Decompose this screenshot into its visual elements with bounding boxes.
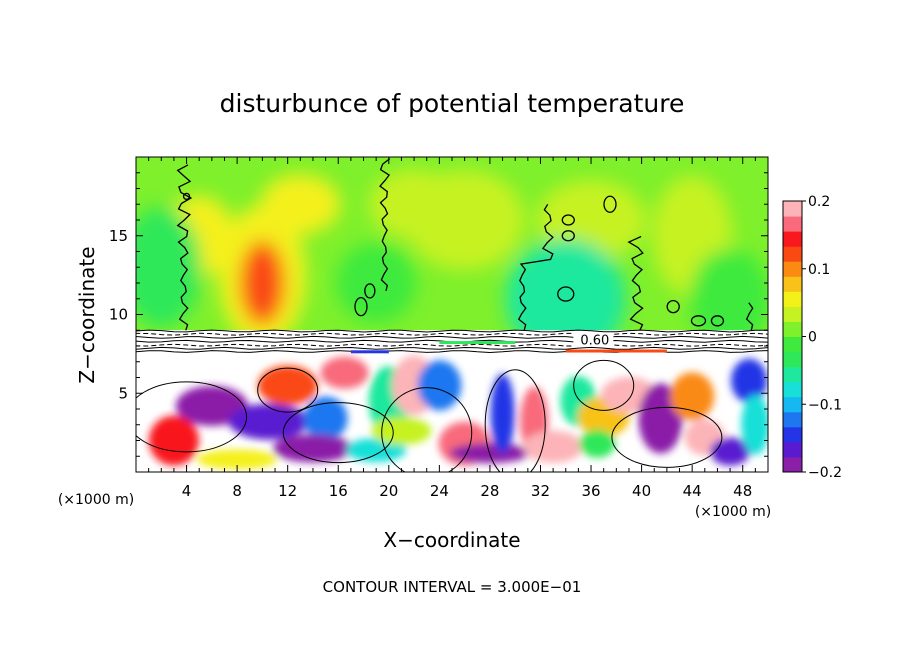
colorbar-swatch — [783, 441, 802, 458]
y-axis-label: Z−coordinate — [75, 246, 99, 383]
x-tick-label: 48 — [733, 482, 752, 500]
chart-title: disturbunce of potential temperature — [220, 89, 685, 118]
colorbar-swatch — [783, 351, 802, 368]
x-tick-label: 16 — [329, 482, 348, 500]
y-tick-label: 5 — [118, 384, 128, 402]
colorbar-swatch — [783, 321, 802, 337]
contour-label-box — [573, 332, 614, 347]
colorbar-tick-label: −0.2 — [808, 465, 842, 481]
inversion-streak — [350, 350, 389, 354]
colorbar-swatch — [783, 306, 802, 322]
x-tick-label: 8 — [232, 482, 242, 500]
upper-layer-contours — [176, 158, 754, 331]
colorbar-swatch — [783, 336, 802, 353]
y-axis: 5 10 15 — [109, 172, 768, 457]
x-tick-label: 24 — [430, 482, 449, 500]
colorbar-tick-label: −0.1 — [808, 397, 842, 413]
colorbar-swatch — [783, 291, 802, 307]
x-tick-label: 4 — [182, 482, 192, 500]
colorbar-swatch — [783, 201, 802, 217]
colorbar-tick-label: 0.2 — [808, 194, 830, 210]
x-tick-label: 36 — [581, 482, 600, 500]
x-axis: 4 8 12 16 20 24 28 32 36 40 44 48 — [148, 157, 756, 500]
lower-layer-contours — [136, 359, 723, 472]
y-tick-label: 10 — [109, 306, 128, 324]
x-tick-label: 32 — [531, 482, 550, 500]
x-unit-left: (×1000 m) — [58, 492, 134, 508]
colorbar-swatch — [783, 261, 802, 277]
colorbar-swatch — [783, 276, 802, 292]
inversion-streak — [565, 349, 667, 353]
x-unit-right: (×1000 m) — [695, 504, 771, 520]
colorbar-swatch — [783, 426, 802, 443]
colorbar-swatch — [783, 456, 802, 473]
colorbar-tick-label: 0.1 — [808, 262, 830, 278]
colorbar-swatch — [783, 216, 802, 232]
upper-layer-anomalies — [136, 169, 768, 359]
contour-label: 0.60 — [580, 333, 609, 348]
colorbar-tick-label: 0 — [808, 330, 817, 346]
colorbar-swatch — [783, 366, 802, 383]
contour-interval-note: CONTOUR INTERVAL = 3.000E−01 — [323, 578, 582, 596]
x-tick-label: 20 — [379, 482, 398, 500]
colorbar: 0.2 0.1 0 −0.1 −0.2 — [782, 194, 842, 481]
x-axis-label: X−coordinate — [383, 528, 520, 552]
colorbar-swatch — [783, 411, 802, 428]
inversion-streak — [439, 341, 516, 345]
x-tick-label: 12 — [278, 482, 297, 500]
colorbar-swatch — [783, 396, 802, 413]
x-tick-label: 28 — [480, 482, 499, 500]
x-tick-label: 40 — [632, 482, 651, 500]
colorbar-swatch — [783, 381, 802, 398]
y-tick-label: 15 — [109, 227, 128, 245]
lower-layer-eddies — [148, 355, 768, 470]
x-tick-label: 44 — [683, 482, 702, 500]
plot-area: 0.60 — [136, 157, 768, 472]
colorbar-swatch — [783, 231, 802, 247]
colorbar-swatch — [783, 246, 802, 262]
